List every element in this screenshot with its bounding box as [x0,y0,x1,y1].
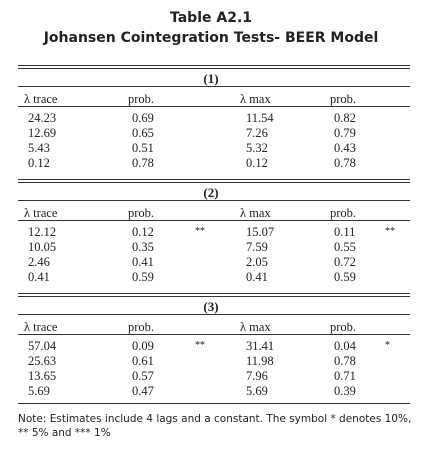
cell: 0.35 [132,240,154,254]
rule [18,200,410,201]
rule [18,179,410,180]
cell: 0.12 [28,156,50,170]
cell: 0.57 [132,369,154,383]
cell: 12.12 [28,225,57,239]
cell: 0.78 [334,354,356,368]
cell: 0.43 [334,141,356,155]
significance: ** [195,340,205,351]
cell: 0.55 [334,240,356,254]
cell: 5.32 [246,141,268,155]
rule [18,65,410,66]
cell: 7.96 [246,369,268,383]
cell: 0.41 [246,270,268,284]
rule [18,293,410,294]
column-header: prob. [330,320,357,334]
cell: 0.78 [132,156,154,170]
cell: 0.82 [334,111,356,125]
cell: 0.65 [132,126,154,140]
cell: 0.41 [132,255,154,269]
cell: 0.51 [132,141,154,155]
panel-label: (3) [203,299,219,314]
cell: 24.23 [28,111,57,125]
rule [18,403,410,404]
cell: 5.69 [246,384,268,398]
cell: 0.61 [132,354,154,368]
significance: ** [195,226,205,237]
cell: 0.69 [132,111,154,125]
cell: 0.04 [334,339,356,353]
cell: 0.09 [132,339,154,353]
cell: 25.63 [28,354,57,368]
cell: 0.39 [334,384,356,398]
title: Table A2.1 [169,10,253,26]
rule [18,220,410,221]
note: Note: Estimates include 4 lags and a con… [18,413,412,439]
column-header: prob. [330,206,357,220]
column-header: λ max [240,206,271,220]
cell: 0.72 [334,255,356,269]
column-header: prob. [128,92,155,106]
cell: 13.65 [28,369,57,383]
rule [18,296,410,297]
column-header: prob. [128,320,155,334]
rule [18,106,410,107]
rule [18,86,410,87]
cell: 0.71 [334,369,356,383]
rule [18,334,410,335]
cell: 15.07 [246,225,275,239]
cell: 10.05 [28,240,57,254]
column-header: λ trace [24,92,58,106]
cell: 31.41 [246,339,275,353]
cell: 0.59 [132,270,154,284]
significance: ** [385,226,395,237]
column-header: prob. [330,92,357,106]
column-header: λ trace [24,206,58,220]
cell: 2.05 [246,255,268,269]
cell: 0.78 [334,156,356,170]
cell: 11.54 [246,111,274,125]
panel-label: (2) [203,185,219,200]
cell: 0.79 [334,126,356,140]
cell: 57.04 [28,339,57,353]
cell: 11.98 [246,354,274,368]
rule [18,68,410,69]
panel-label: (1) [203,71,219,86]
cell: 7.26 [246,126,268,140]
column-header: λ max [240,320,271,334]
cell: 0.12 [246,156,268,170]
rule [18,182,410,183]
column-header: prob. [128,206,155,220]
cell: 0.41 [28,270,50,284]
cell: 0.11 [334,225,356,239]
cell: 5.43 [28,141,50,155]
column-header: λ trace [24,320,58,334]
cell: 0.12 [132,225,154,239]
cell: 0.47 [132,384,154,398]
cell: 12.69 [28,126,57,140]
subtitle: Johansen Cointegration Tests- BEER Model [43,30,379,46]
cell: 0.59 [334,270,356,284]
cell: 2.46 [28,255,50,269]
column-header: λ max [240,92,271,106]
cell: 5.69 [28,384,50,398]
rule [18,314,410,315]
cell: 7.59 [246,240,268,254]
significance: * [385,340,390,351]
